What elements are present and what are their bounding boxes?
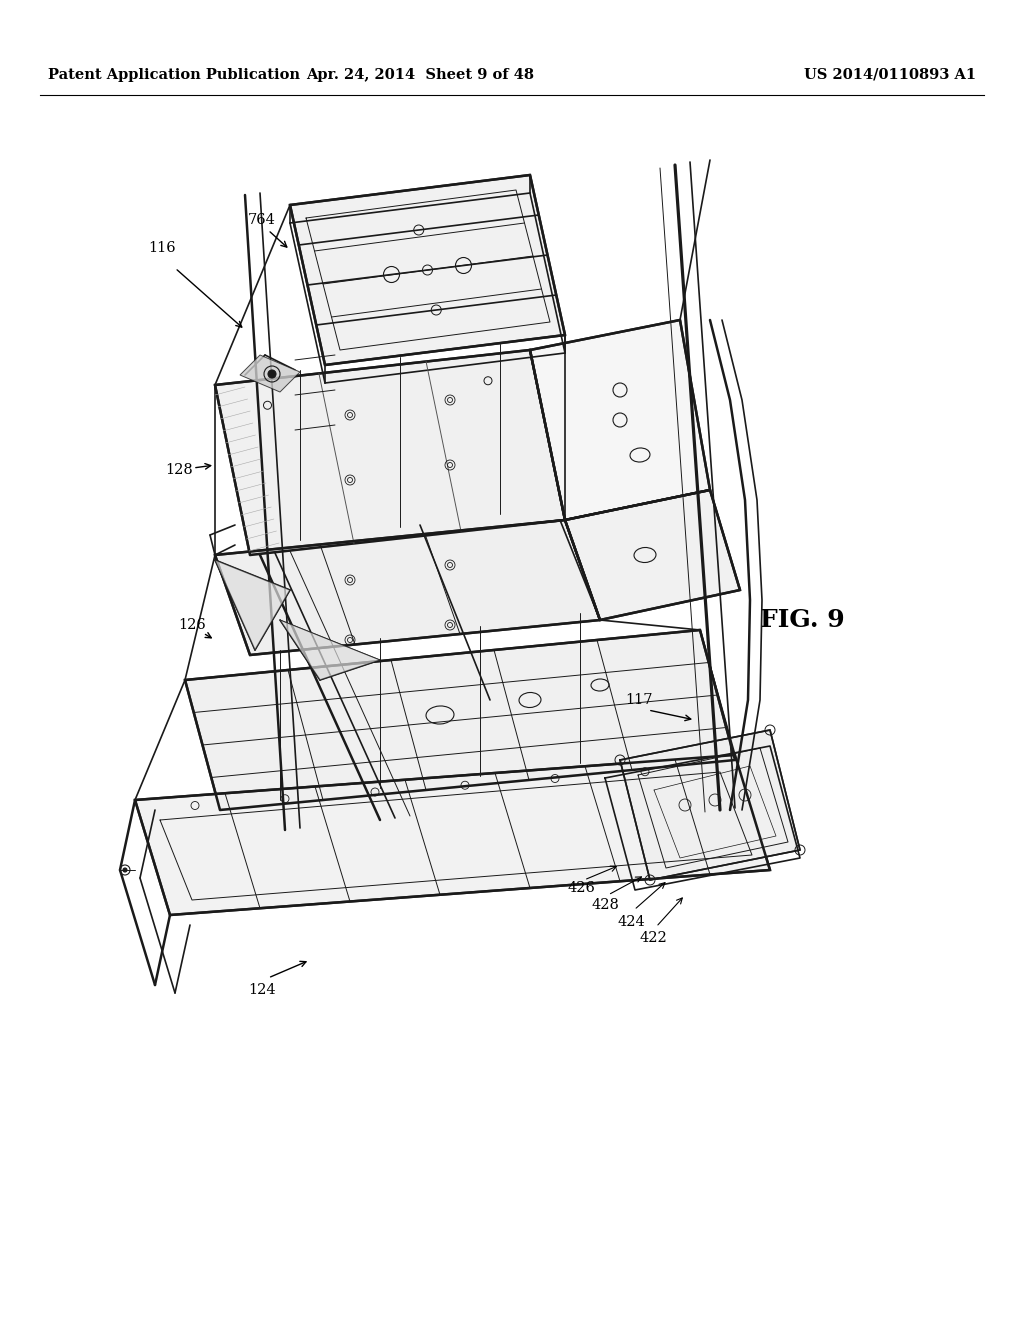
Text: US 2014/0110893 A1: US 2014/0110893 A1 <box>804 69 976 82</box>
Text: 422: 422 <box>640 931 668 945</box>
Polygon shape <box>215 560 290 649</box>
Text: 426: 426 <box>568 880 596 895</box>
Text: 124: 124 <box>248 983 275 997</box>
Text: 117: 117 <box>625 693 652 708</box>
Polygon shape <box>215 350 565 554</box>
Polygon shape <box>240 355 300 392</box>
Polygon shape <box>620 730 800 880</box>
Circle shape <box>268 370 276 378</box>
Polygon shape <box>280 620 380 680</box>
Text: 126: 126 <box>178 618 206 632</box>
Text: 428: 428 <box>592 898 620 912</box>
Circle shape <box>123 869 127 873</box>
Polygon shape <box>185 630 735 810</box>
Text: 424: 424 <box>618 915 646 929</box>
Text: Patent Application Publication: Patent Application Publication <box>48 69 300 82</box>
Text: 128: 128 <box>165 463 193 477</box>
Polygon shape <box>290 176 565 366</box>
Polygon shape <box>215 520 600 655</box>
Text: Apr. 24, 2014  Sheet 9 of 48: Apr. 24, 2014 Sheet 9 of 48 <box>306 69 534 82</box>
Polygon shape <box>530 319 710 520</box>
Text: 764: 764 <box>248 213 275 227</box>
Text: FIG. 9: FIG. 9 <box>760 609 845 632</box>
Polygon shape <box>565 490 740 620</box>
Polygon shape <box>135 755 770 915</box>
Text: 116: 116 <box>148 242 176 255</box>
